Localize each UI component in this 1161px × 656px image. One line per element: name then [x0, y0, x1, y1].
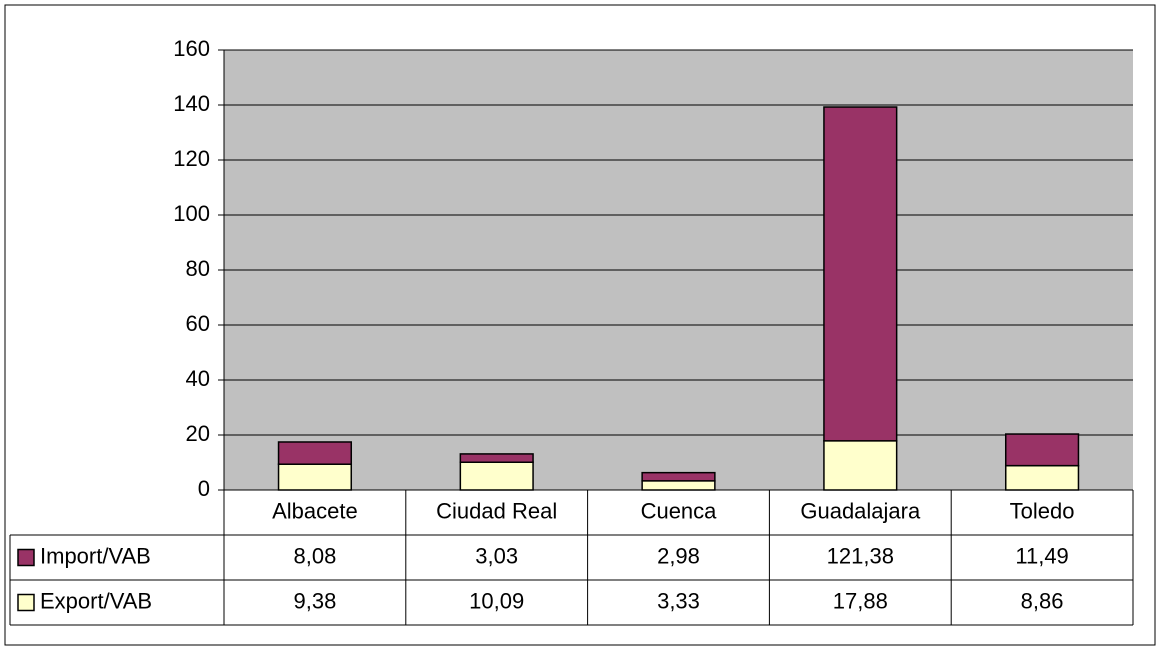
table-value: 17,88 [833, 588, 888, 613]
x-tick-label: Ciudad Real [436, 498, 557, 523]
bar-segment [1004, 464, 1080, 491]
y-tick-label: 140 [173, 91, 210, 116]
legend-label: Import/VAB [40, 543, 151, 568]
table-value: 11,49 [1015, 543, 1068, 568]
y-tick-label: 60 [186, 311, 210, 336]
y-tick-label: 20 [186, 421, 210, 446]
y-tick-label: 0 [198, 476, 210, 501]
bar-segment [641, 480, 716, 491]
table-value: 8,08 [293, 543, 336, 568]
y-tick-label: 160 [173, 36, 210, 61]
legend-label: Export/VAB [40, 588, 152, 613]
bar-segment [459, 453, 534, 464]
bar-segment [1004, 433, 1080, 467]
bar-segment [277, 463, 353, 491]
table-value: 10,09 [469, 588, 524, 613]
y-tick-label: 120 [173, 146, 210, 171]
table-value: 9,38 [293, 588, 336, 613]
table-value: 2,98 [657, 543, 700, 568]
table-value: 8,86 [1021, 588, 1064, 613]
bar-segment [277, 441, 353, 465]
x-tick-label: Cuenca [641, 498, 718, 523]
y-tick-label: 80 [186, 256, 210, 281]
y-tick-label: 100 [173, 201, 210, 226]
table-value: 121,38 [827, 543, 894, 568]
legend-swatch [17, 593, 35, 612]
bar-segment [823, 106, 898, 442]
table-value: 3,33 [657, 588, 700, 613]
x-tick-label: Guadalajara [800, 498, 921, 523]
y-tick-label: 40 [186, 366, 210, 391]
bar-segment [641, 471, 716, 482]
bar-segment [459, 461, 534, 491]
table-value: 3,03 [475, 543, 518, 568]
x-tick-label: Toledo [1010, 498, 1075, 523]
x-tick-label: Albacete [272, 498, 358, 523]
bar-segment [823, 440, 898, 491]
legend-swatch [17, 548, 35, 567]
